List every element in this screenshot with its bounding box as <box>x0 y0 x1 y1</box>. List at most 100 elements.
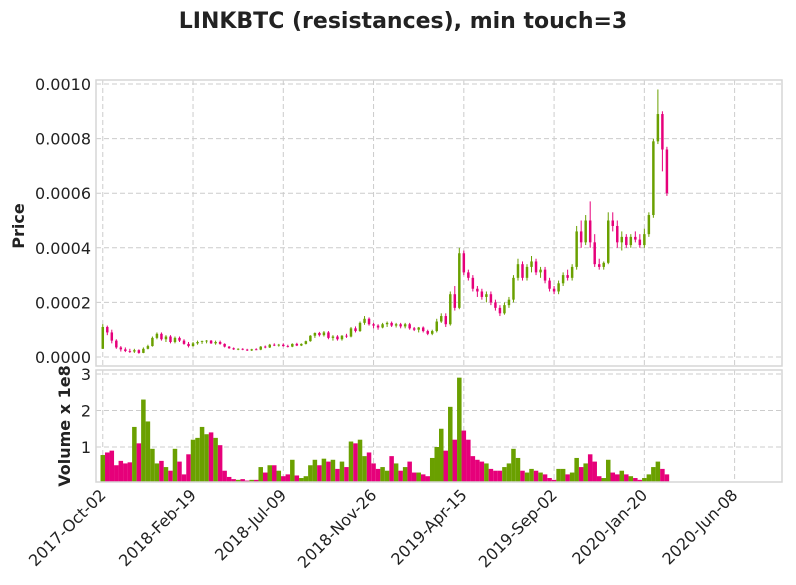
candle-body <box>349 328 353 337</box>
candle-body <box>471 277 475 289</box>
x-tick-label: 2019-Sep-02 <box>475 485 561 571</box>
candle-body <box>588 220 592 243</box>
candle-body <box>593 242 596 265</box>
volume-bar <box>502 467 507 482</box>
volume-bar <box>538 472 543 482</box>
candle-body <box>399 324 402 327</box>
candle-body <box>250 349 253 351</box>
candle-body <box>552 288 556 292</box>
volume-bar <box>578 467 584 482</box>
candle-body <box>358 322 362 332</box>
volume-bar <box>646 474 652 482</box>
volume-bar <box>312 459 318 482</box>
volume-bar <box>461 430 467 482</box>
candle-body <box>579 231 583 243</box>
volume-bar <box>114 465 119 482</box>
volume-bar <box>231 479 236 482</box>
candle-body <box>345 335 348 337</box>
candle-body <box>476 288 479 292</box>
chart-title: LINKBTC (resistances), min touch=3 <box>179 9 627 34</box>
volume-bar <box>542 474 548 482</box>
candle-body <box>638 239 642 246</box>
volume-bar <box>222 470 227 482</box>
candle-body <box>241 348 244 350</box>
volume-bar <box>655 461 661 482</box>
volume-bar <box>118 460 124 482</box>
candle-body <box>507 299 511 306</box>
candle-body <box>245 349 249 351</box>
candle-body <box>142 348 145 353</box>
volume-bar <box>353 443 358 482</box>
volume-bar <box>443 450 449 482</box>
volume-bar <box>393 463 399 482</box>
candle-body <box>322 332 326 336</box>
volume-bar <box>136 443 142 482</box>
candle-body <box>223 343 226 347</box>
volume-bar <box>560 468 566 482</box>
volume-bar <box>357 439 363 482</box>
volume-bar <box>303 476 309 482</box>
candle-body <box>575 231 578 267</box>
candle-body <box>435 321 438 332</box>
candle-body <box>205 340 208 342</box>
x-tick-label: 2019-Apr-15 <box>387 485 470 568</box>
candle-body <box>566 275 569 278</box>
volume-bar <box>141 399 146 482</box>
candle-body <box>182 340 186 344</box>
volume-bar <box>651 467 656 482</box>
candle-body <box>543 269 547 281</box>
price-ytick-label: 0.0000 <box>35 348 91 367</box>
candle-body <box>458 253 461 308</box>
volume-bar <box>470 456 476 482</box>
volume-frame <box>95 369 783 483</box>
candle-body <box>467 272 470 278</box>
candle-body <box>597 264 601 267</box>
candle-body <box>146 346 150 349</box>
volume-bar <box>249 479 254 482</box>
volume-ytick-label: 3 <box>81 365 91 384</box>
volume-bar <box>375 468 381 482</box>
candle-body <box>101 326 105 349</box>
volume-bar <box>276 470 282 482</box>
candle-body <box>295 343 299 346</box>
volume-bar <box>384 470 390 482</box>
x-tick-label: 2018-Feb-19 <box>115 485 200 570</box>
volume-bar <box>484 463 489 482</box>
volume-bar <box>163 467 169 482</box>
volume-bar <box>488 468 494 482</box>
volume-yticks: 1 2 3 <box>81 365 91 457</box>
volume-bar <box>448 406 453 482</box>
volume-bar <box>199 426 205 482</box>
volume-bar <box>452 439 458 482</box>
candle-body <box>525 266 529 278</box>
price-ytick-label: 0.0002 <box>35 293 91 312</box>
volume-bar <box>497 470 503 482</box>
candle-body <box>634 236 637 240</box>
candle-body <box>187 343 190 347</box>
candle-body <box>191 343 195 347</box>
volume-bar <box>208 432 214 482</box>
candle-body <box>530 261 533 267</box>
x-tick-label: 2020-Jun-08 <box>658 485 741 568</box>
candle-body <box>647 215 651 235</box>
volume-bar <box>177 461 182 482</box>
candle-body <box>286 346 290 347</box>
candle-body <box>629 236 633 246</box>
candle-body <box>268 344 271 348</box>
price-panel: 0.0000 0.0002 0.0004 0.0006 0.0008 0.0010 Pri… <box>9 75 783 367</box>
candle-body <box>133 350 136 352</box>
candle-body <box>616 225 619 243</box>
volume-bar <box>398 470 403 482</box>
volume-bar <box>168 470 173 482</box>
volume-bar <box>402 467 408 482</box>
volume-bar <box>615 474 620 482</box>
candle-body <box>236 348 240 350</box>
volume-bar <box>439 428 444 482</box>
price-frame <box>95 79 783 367</box>
candle-body <box>300 343 303 346</box>
volume-bar <box>389 456 394 482</box>
volume-bar <box>660 468 665 482</box>
volume-bar <box>624 474 629 482</box>
volume-bar <box>317 465 322 482</box>
volume-bar <box>420 474 426 482</box>
